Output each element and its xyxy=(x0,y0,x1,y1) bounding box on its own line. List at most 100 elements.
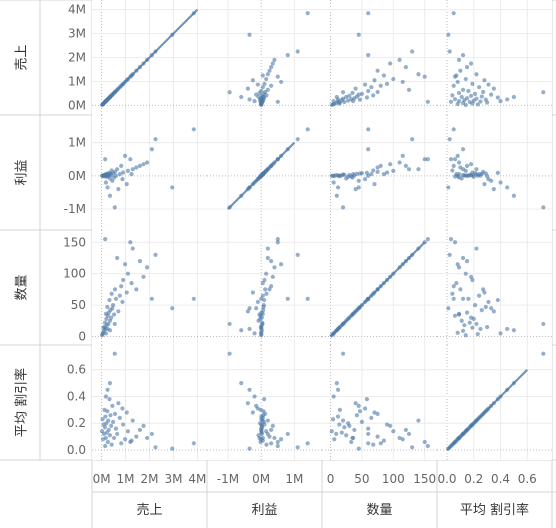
data-point xyxy=(124,290,129,295)
data-point xyxy=(446,306,451,311)
data-point xyxy=(305,11,310,16)
data-point xyxy=(227,321,232,327)
data-point xyxy=(149,431,154,437)
data-point xyxy=(470,277,475,283)
data-point xyxy=(460,87,466,92)
data-point xyxy=(285,53,290,58)
data-point xyxy=(145,265,150,270)
data-point xyxy=(339,430,344,435)
data-point xyxy=(329,173,334,178)
data-point xyxy=(388,423,393,429)
matrix-cell xyxy=(437,345,552,460)
data-point xyxy=(125,271,131,276)
data-point xyxy=(356,403,361,408)
data-point xyxy=(456,311,462,316)
data-point xyxy=(345,174,351,179)
y-tick-label: 1M xyxy=(68,136,86,150)
data-point xyxy=(170,306,175,311)
x-tick-label: 150 xyxy=(413,472,436,486)
data-point xyxy=(250,410,255,415)
data-point xyxy=(103,394,109,399)
data-point xyxy=(331,98,336,104)
data-point xyxy=(111,435,117,441)
diagonal-line xyxy=(227,141,296,210)
data-point xyxy=(340,418,346,423)
data-point xyxy=(475,173,480,178)
data-point xyxy=(110,302,116,308)
data-point xyxy=(381,438,386,443)
data-point xyxy=(356,178,361,183)
data-point xyxy=(239,381,244,386)
data-point xyxy=(366,431,371,437)
data-point xyxy=(120,299,125,305)
data-point xyxy=(491,86,496,91)
data-point xyxy=(260,281,265,286)
data-point xyxy=(541,321,546,327)
data-point xyxy=(101,422,106,427)
diagonal-line xyxy=(329,241,426,338)
matrix-cell xyxy=(207,115,322,230)
data-point xyxy=(121,170,126,175)
data-point xyxy=(275,74,280,79)
data-point xyxy=(458,68,463,73)
data-point xyxy=(468,274,474,279)
x-tick-label: 4M xyxy=(188,472,206,486)
data-point xyxy=(264,76,269,82)
data-point xyxy=(353,187,358,192)
matrix-cell xyxy=(207,345,322,460)
data-point xyxy=(452,240,458,245)
data-point xyxy=(334,431,339,437)
data-point xyxy=(459,318,464,323)
data-point xyxy=(134,287,139,292)
column-field-label: 平均 割引率 xyxy=(460,502,529,518)
x-tick-label: 3M xyxy=(164,472,182,486)
data-point xyxy=(384,170,390,175)
data-point xyxy=(340,205,346,210)
data-point xyxy=(112,287,118,292)
data-point xyxy=(425,237,430,242)
data-point xyxy=(137,259,143,264)
data-point xyxy=(247,32,252,37)
data-point xyxy=(397,435,402,441)
data-point xyxy=(112,411,118,416)
data-point xyxy=(477,293,482,298)
data-point xyxy=(260,311,265,316)
data-point xyxy=(541,351,546,356)
data-point xyxy=(331,180,336,185)
cell-background xyxy=(437,230,552,345)
data-point xyxy=(239,328,244,333)
data-point xyxy=(115,431,120,437)
data-point xyxy=(262,81,267,86)
data-point xyxy=(425,157,430,162)
data-point xyxy=(460,328,466,333)
data-point xyxy=(482,290,487,295)
data-point xyxy=(257,90,262,96)
data-point xyxy=(366,426,371,431)
data-point xyxy=(120,406,125,411)
data-point xyxy=(153,445,158,450)
data-point xyxy=(371,168,376,173)
data-point xyxy=(335,387,341,392)
data-point xyxy=(364,170,370,175)
data-point xyxy=(342,172,347,177)
x-tick-label: 0 xyxy=(327,472,335,486)
matrix-cell xyxy=(322,0,437,115)
x-tick-label: 0M xyxy=(93,472,111,486)
matrix-cells xyxy=(92,0,552,460)
data-point xyxy=(352,427,357,433)
data-point xyxy=(463,102,468,108)
row-field-label: 売上 xyxy=(14,44,30,70)
data-point xyxy=(349,439,354,445)
data-point xyxy=(105,439,110,445)
data-point xyxy=(117,293,122,298)
data-point xyxy=(239,94,244,100)
data-point xyxy=(455,79,460,85)
data-point xyxy=(455,173,460,179)
data-point xyxy=(470,101,475,106)
data-point xyxy=(466,88,471,94)
y-tick-label: 100 xyxy=(63,267,86,281)
data-point xyxy=(272,57,277,62)
y-tick-label: 50 xyxy=(71,298,86,312)
data-point xyxy=(455,262,460,267)
data-point xyxy=(245,309,250,314)
